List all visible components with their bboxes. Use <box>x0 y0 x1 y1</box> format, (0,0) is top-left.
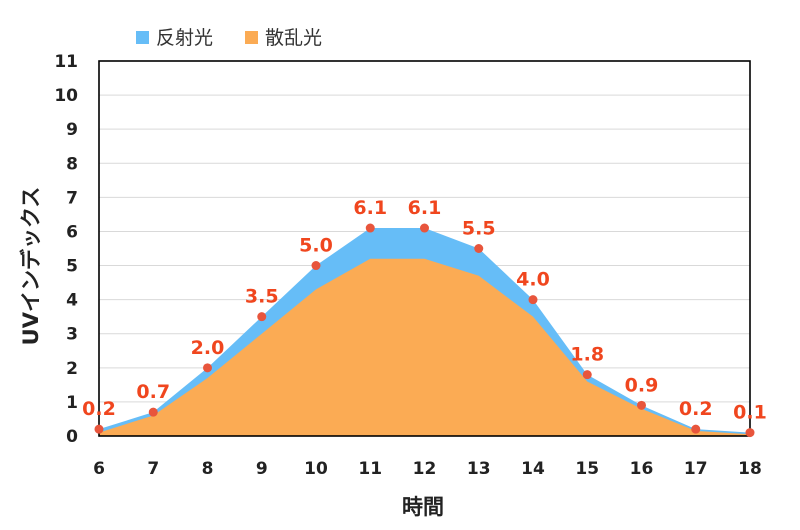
x-tick-label: 15 <box>575 459 599 479</box>
legend-label-reflected: 反射光 <box>156 27 213 49</box>
data-marker <box>474 244 484 253</box>
y-axis-title: UVインデックス <box>19 187 43 346</box>
area-scattered <box>99 258 750 436</box>
data-marker <box>420 223 429 233</box>
y-tick-label: 5 <box>66 257 78 277</box>
data-label: 5.5 <box>462 218 496 240</box>
data-label: 5.0 <box>299 235 333 257</box>
y-tick-label: 3 <box>66 325 78 345</box>
data-label: 0.1 <box>733 402 767 424</box>
y-tick-label: 11 <box>54 52 78 72</box>
data-marker <box>311 261 321 271</box>
y-tick-label: 1 <box>66 393 78 413</box>
x-tick-label: 13 <box>467 459 491 479</box>
area-series <box>99 228 750 436</box>
data-marker <box>528 295 538 305</box>
x-tick-label: 14 <box>521 459 545 479</box>
x-tick-label: 7 <box>147 459 159 479</box>
y-tick-label: 4 <box>66 291 78 311</box>
data-label: 0.9 <box>625 374 659 396</box>
legend-swatch-scattered <box>245 31 258 44</box>
y-tick-label: 2 <box>66 359 78 379</box>
x-tick-label: 18 <box>738 459 762 479</box>
data-labels: 0.2 0.7 2.0 3.5 5.0 6.1 6.1 5.5 4.0 1.8 0.9 0.2 0.1 <box>82 197 767 424</box>
y-tick-label: 9 <box>66 120 78 140</box>
data-label: 0.2 <box>679 398 713 420</box>
data-marker <box>365 223 375 233</box>
x-tick-label: 12 <box>413 459 437 479</box>
data-label: 2.0 <box>191 337 225 359</box>
x-tick-label: 11 <box>358 459 382 479</box>
data-label: 3.5 <box>245 286 279 308</box>
data-marker <box>148 407 158 417</box>
data-label: 6.1 <box>353 197 387 219</box>
data-label: 0.2 <box>82 398 116 420</box>
x-tick-label: 9 <box>256 459 268 479</box>
y-tick-label: 6 <box>66 222 78 242</box>
data-marker <box>691 424 701 434</box>
x-axis-ticks: 6 7 8 9 10 11 12 13 14 15 16 17 18 <box>93 459 762 479</box>
data-marker <box>203 363 212 373</box>
legend: 反射光 散乱光 <box>136 27 322 49</box>
data-marker <box>257 312 267 322</box>
data-label: 0.7 <box>136 381 170 403</box>
plot-border <box>98 60 751 437</box>
x-tick-label: 8 <box>202 459 214 479</box>
legend-label-scattered: 散乱光 <box>265 27 322 49</box>
y-tick-label: 7 <box>66 188 78 208</box>
data-markers <box>94 223 755 438</box>
data-marker <box>94 424 104 434</box>
plot-frame <box>98 60 751 437</box>
y-axis-ticks: 0 1 2 3 4 5 6 7 8 9 10 11 <box>54 52 78 447</box>
y-tick-label: 8 <box>66 154 78 174</box>
data-marker <box>745 428 755 438</box>
x-tick-label: 10 <box>304 459 328 479</box>
data-label: 6.1 <box>408 197 442 219</box>
data-marker <box>582 370 592 380</box>
x-tick-label: 17 <box>684 459 708 479</box>
y-tick-label: 0 <box>66 427 78 447</box>
x-tick-label: 6 <box>93 459 105 479</box>
x-axis-title: 時間 <box>402 495 444 519</box>
data-label: 4.0 <box>516 269 550 291</box>
y-tick-label: 10 <box>54 86 78 106</box>
data-label: 1.8 <box>570 344 604 366</box>
data-marker <box>637 400 646 410</box>
x-tick-label: 16 <box>630 459 654 479</box>
legend-swatch-reflected <box>136 31 149 44</box>
